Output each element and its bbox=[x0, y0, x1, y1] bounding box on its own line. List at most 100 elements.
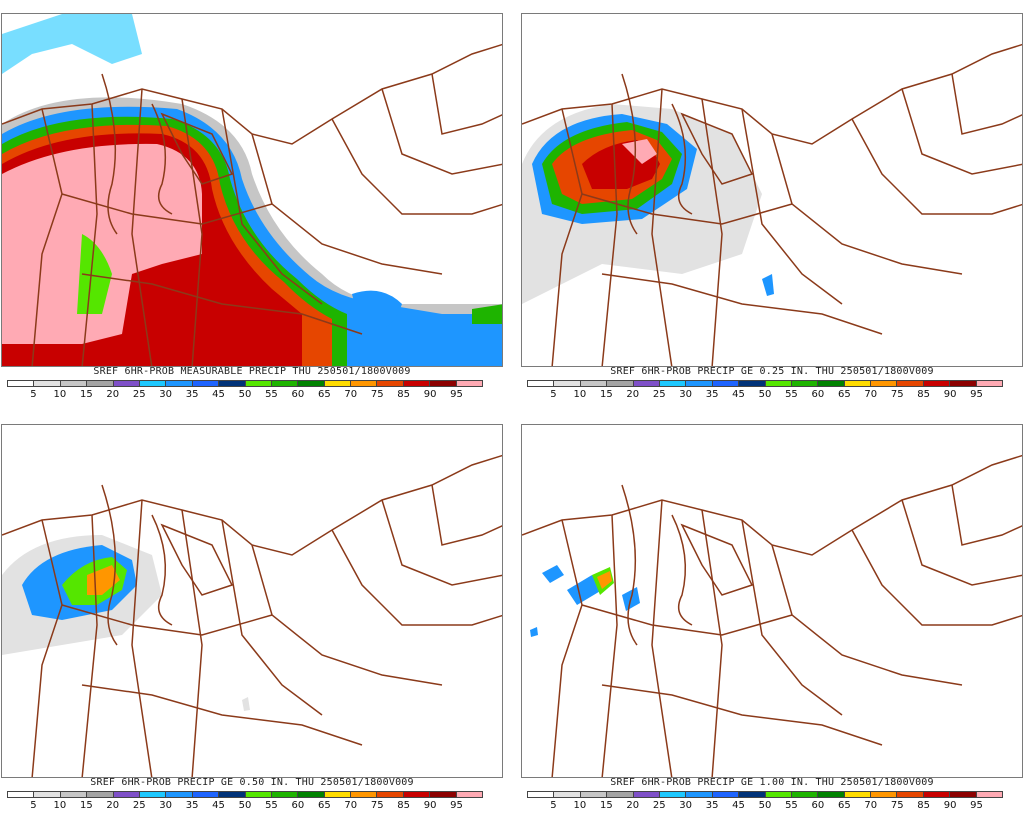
panel-title: SREF 6HR-PROB PRECIP GE 1.00 IN. THU 250… bbox=[610, 777, 934, 788]
colorbar-swatch bbox=[245, 381, 272, 386]
colorbar-swatch bbox=[633, 381, 660, 386]
colorbar-swatch bbox=[897, 792, 924, 797]
colorbar-swatch bbox=[351, 381, 378, 386]
colorbar-tick-label: 45 bbox=[212, 800, 225, 811]
colorbar-tick-label: 75 bbox=[370, 389, 384, 400]
colorbar: 5 10 15 20 25 30 35 45 50 55 60 65 70 75 85 90 95 bbox=[527, 791, 1003, 831]
colorbar-ticks: 5 10 15 20 25 30 35 45 50 55 60 65 70 75 85 90 95 bbox=[527, 800, 1003, 814]
colorbar-swatch bbox=[528, 792, 555, 797]
colorbar-tick-label: 30 bbox=[159, 389, 173, 400]
colorbar-swatches bbox=[527, 380, 1003, 387]
colorbar-swatch bbox=[765, 792, 792, 797]
colorbar-swatch bbox=[8, 381, 35, 386]
colorbar-swatch bbox=[245, 792, 272, 797]
colorbar-swatch bbox=[791, 381, 819, 386]
colorbar-tick-label: 95 bbox=[450, 389, 463, 400]
colorbar-tick-label: 75 bbox=[890, 800, 904, 811]
colorbar-tick-label: 45 bbox=[212, 389, 225, 400]
colorbar-swatch bbox=[271, 381, 299, 386]
colorbar-swatch bbox=[34, 381, 61, 386]
colorbar-tick-label: 95 bbox=[970, 800, 983, 811]
colorbar-tick-label: 25 bbox=[652, 800, 666, 811]
colorbar-tick-label: 55 bbox=[785, 800, 798, 811]
colorbar: 5 10 15 20 25 30 35 45 50 55 60 65 70 75 85 90 95 bbox=[7, 380, 483, 420]
colorbar-tick-label: 85 bbox=[397, 389, 411, 400]
colorbar-swatch bbox=[8, 792, 35, 797]
colorbar-swatch bbox=[739, 792, 766, 797]
colorbar-swatch bbox=[871, 792, 898, 797]
colorbar-tick-label: 50 bbox=[758, 389, 772, 400]
colorbar-swatch bbox=[271, 792, 299, 797]
colorbar-swatch bbox=[298, 792, 325, 797]
colorbar-swatch bbox=[765, 381, 792, 386]
colorbar-swatch bbox=[712, 792, 740, 797]
colorbar: 5 10 15 20 25 30 35 45 50 55 60 65 70 75 85 90 95 bbox=[527, 380, 1003, 420]
colorbar-tick-label: 25 bbox=[652, 389, 666, 400]
colorbar-swatch bbox=[113, 381, 140, 386]
panel-measurable-precip: SREF 6HR-PROB MEASURABLE PRECIP THU 2505… bbox=[1, 13, 503, 421]
colorbar-tick-label: 85 bbox=[397, 800, 411, 811]
colorbar-tick-label: 70 bbox=[864, 800, 878, 811]
map-precip-ge-025 bbox=[521, 13, 1023, 367]
colorbar-swatch bbox=[923, 381, 951, 386]
colorbar: 5 10 15 20 25 30 35 45 50 55 60 65 70 75 85 90 95 bbox=[7, 791, 483, 831]
colorbar-tick-label: 35 bbox=[185, 800, 199, 811]
colorbar-tick-label: 60 bbox=[811, 800, 825, 811]
colorbar-swatch bbox=[403, 381, 431, 386]
colorbar-tick-label: 30 bbox=[679, 800, 693, 811]
colorbar-swatch bbox=[950, 792, 977, 797]
colorbar-swatch bbox=[430, 381, 457, 386]
colorbar-swatch bbox=[686, 381, 713, 386]
panel-title: SREF 6HR-PROB MEASURABLE PRECIP THU 2505… bbox=[93, 366, 411, 377]
panel-precip-ge-025: SREF 6HR-PROB PRECIP GE 0.25 IN. THU 250… bbox=[521, 13, 1023, 421]
colorbar-tick-label: 95 bbox=[970, 389, 983, 400]
colorbar-swatch bbox=[192, 381, 220, 386]
colorbar-swatch bbox=[607, 792, 634, 797]
colorbar-swatch bbox=[87, 792, 114, 797]
colorbar-swatch bbox=[219, 792, 246, 797]
colorbar-tick-label: 5 bbox=[550, 800, 557, 811]
colorbar-swatch bbox=[324, 792, 352, 797]
colorbar-swatch bbox=[739, 381, 766, 386]
colorbar-swatch bbox=[166, 792, 193, 797]
colorbar-tick-label: 35 bbox=[185, 389, 199, 400]
colorbar-tick-label: 90 bbox=[943, 389, 957, 400]
colorbar-swatch bbox=[139, 792, 167, 797]
colorbar-tick-label: 70 bbox=[864, 389, 878, 400]
colorbar-tick-label: 10 bbox=[573, 800, 587, 811]
colorbar-swatch bbox=[60, 381, 88, 386]
colorbar-tick-label: 20 bbox=[626, 800, 640, 811]
colorbar-swatch bbox=[633, 792, 660, 797]
map-canvas bbox=[522, 454, 1022, 777]
colorbar-swatch bbox=[554, 792, 581, 797]
colorbar-tick-label: 50 bbox=[758, 800, 772, 811]
colorbar-swatch bbox=[528, 381, 555, 386]
panel-precip-ge-050: SREF 6HR-PROB PRECIP GE 0.50 IN. THU 250… bbox=[1, 424, 503, 832]
map-measurable-precip bbox=[1, 13, 503, 367]
colorbar-tick-label: 15 bbox=[79, 800, 93, 811]
colorbar-swatch bbox=[430, 792, 457, 797]
colorbar-swatch bbox=[580, 381, 608, 386]
colorbar-swatch bbox=[377, 381, 404, 386]
colorbar-swatch bbox=[607, 381, 634, 386]
colorbar-tick-label: 60 bbox=[811, 389, 825, 400]
map-precip-ge-050 bbox=[1, 424, 503, 778]
colorbar-tick-label: 5 bbox=[30, 800, 37, 811]
panel-title: SREF 6HR-PROB PRECIP GE 0.25 IN. THU 250… bbox=[610, 366, 934, 377]
colorbar-swatch bbox=[818, 792, 845, 797]
colorbar-tick-label: 55 bbox=[265, 800, 278, 811]
colorbar-swatch bbox=[166, 381, 193, 386]
colorbar-swatch bbox=[298, 381, 325, 386]
colorbar-tick-label: 25 bbox=[132, 800, 146, 811]
colorbar-swatch bbox=[950, 381, 977, 386]
colorbar-tick-label: 65 bbox=[317, 800, 331, 811]
colorbar-swatch bbox=[659, 381, 687, 386]
map-canvas bbox=[2, 454, 502, 777]
colorbar-tick-label: 5 bbox=[30, 389, 37, 400]
colorbar-tick-label: 10 bbox=[573, 389, 587, 400]
colorbar-swatch bbox=[686, 792, 713, 797]
colorbar-swatch bbox=[712, 381, 740, 386]
colorbar-tick-label: 30 bbox=[679, 389, 693, 400]
colorbar-swatch bbox=[377, 792, 404, 797]
colorbar-swatch bbox=[659, 792, 687, 797]
